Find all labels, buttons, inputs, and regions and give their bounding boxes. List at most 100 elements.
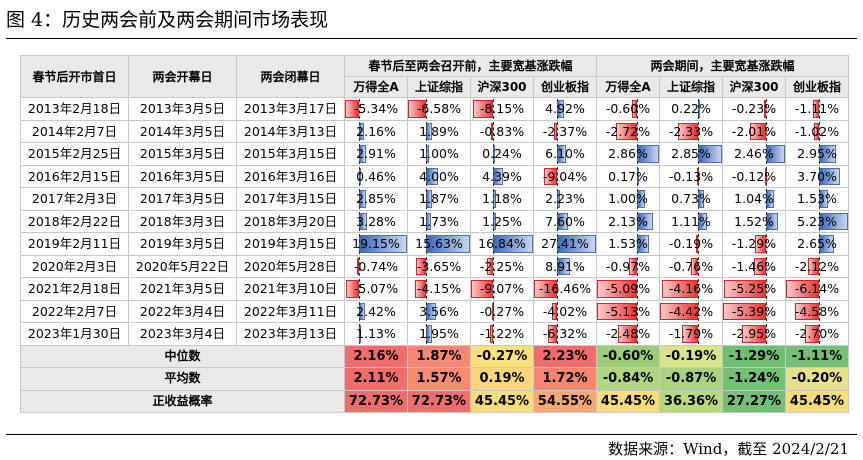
data-bar <box>632 100 637 118</box>
return-value: -1.46% <box>731 258 777 274</box>
bar-axis <box>492 144 494 164</box>
table-row: 2018年2月22日 2018年3月3日 2018年3月20日 3.28% 1.73% 1… <box>20 209 849 233</box>
return-cell: 2.23% <box>533 187 597 211</box>
summary-value: -0.20% <box>785 367 849 391</box>
return-value: 0.73% <box>671 191 711 206</box>
summary-value: 2.23% <box>533 344 597 368</box>
data-bar <box>723 302 766 320</box>
return-value: 1.53% <box>608 236 648 251</box>
bar-axis <box>358 301 360 321</box>
return-value: 1.04% <box>734 191 774 206</box>
bar-axis <box>636 324 638 344</box>
return-value: -3.65% <box>416 258 462 274</box>
return-cell: -0.27% <box>470 299 534 323</box>
bar-axis <box>426 144 428 164</box>
return-cell: -0.76% <box>659 254 723 278</box>
return-value: -4.16% <box>668 281 714 296</box>
date-cell: 2013年3月17日 <box>236 97 345 121</box>
data-bar <box>414 280 427 298</box>
bar-axis <box>765 144 767 164</box>
return-cell: -1.29% <box>722 232 786 256</box>
return-value: -2.01% <box>731 123 777 139</box>
return-cell: -2.48% <box>596 322 660 346</box>
data-bar <box>345 100 359 118</box>
date-cell: 2019年3月5日 <box>128 232 237 256</box>
bar-axis <box>819 144 821 164</box>
header-index-2: 沪深300 <box>470 76 534 98</box>
date-cell: 2019年3月15日 <box>236 232 345 256</box>
bar-axis <box>765 189 767 209</box>
return-cell: -6.32% <box>533 322 597 346</box>
bar-axis <box>636 234 638 254</box>
bar-axis <box>557 121 559 141</box>
bar-axis <box>697 256 699 276</box>
return-value: -0.83% <box>479 123 525 139</box>
return-value: -2.12% <box>794 258 840 274</box>
summary-value: -0.84% <box>596 367 660 391</box>
return-value: -5.34% <box>353 101 399 116</box>
return-cell: -5.34% <box>344 97 408 121</box>
bar-axis <box>358 166 360 186</box>
return-cell: -2.70% <box>785 322 849 346</box>
data-bar <box>490 122 493 140</box>
return-value: 1.89% <box>419 123 459 139</box>
return-cell: -0.60% <box>596 97 660 121</box>
return-cell: -0.83% <box>470 119 534 143</box>
summary-value: 2.16% <box>344 344 408 368</box>
return-cell: -0.23% <box>722 97 786 121</box>
date-cell: 2017年3月15日 <box>236 187 345 211</box>
return-value: -5.09% <box>605 281 651 296</box>
summary-value: -1.11% <box>785 344 849 368</box>
return-cell: -0.97% <box>596 254 660 278</box>
table-row: 2013年2月18日 2013年3月5日 2013年3月17日 -5.34% -6.58… <box>20 97 849 121</box>
return-value: -5.39% <box>731 303 777 319</box>
market-performance-table: 春节后开市首日 两会开幕日 两会闭幕日 春节后至两会召开前，主要宽基涨跌幅 两会… <box>20 55 849 413</box>
return-value: -2.95% <box>731 326 777 341</box>
return-cell: 1.18% <box>470 187 534 211</box>
return-value: 3.70% <box>797 168 837 184</box>
return-value: -6.32% <box>542 326 588 341</box>
return-value: -2.33% <box>668 123 714 139</box>
bar-axis <box>426 99 428 119</box>
return-value: 0.22% <box>671 101 711 116</box>
data-bar <box>615 122 637 140</box>
bar-axis <box>697 166 699 186</box>
return-cell: -4.16% <box>659 277 723 301</box>
return-value: 1.00% <box>608 191 648 206</box>
return-value: 1.53% <box>797 191 837 206</box>
bar-axis <box>697 99 699 119</box>
bar-axis <box>557 211 559 231</box>
return-cell: -2.01% <box>722 119 786 143</box>
bar-axis <box>819 189 821 209</box>
return-value: 1.18% <box>482 191 522 206</box>
data-bar <box>629 257 637 275</box>
bar-axis <box>765 234 767 254</box>
return-cell: -4.15% <box>407 277 471 301</box>
summary-label: 正收益概率 <box>20 389 345 413</box>
data-bar <box>813 100 820 118</box>
return-cell: 19.15% <box>344 232 408 256</box>
header-group-during: 两会期间，主要宽基涨跌幅 <box>596 55 849 77</box>
bar-axis <box>697 189 699 209</box>
bar-axis <box>557 301 559 321</box>
bottom-rule <box>6 434 857 435</box>
bar-axis <box>426 301 428 321</box>
return-cell: 27.41% <box>533 232 597 256</box>
data-bar <box>813 122 820 140</box>
bar-axis <box>819 324 821 344</box>
return-value: 1.25% <box>482 213 522 229</box>
bar-axis <box>819 121 821 141</box>
return-value: 2.23% <box>545 191 585 206</box>
return-value: -1.79% <box>668 326 714 341</box>
return-value: 2.91% <box>356 146 396 161</box>
return-cell: 2.95% <box>785 142 849 166</box>
return-cell: -0.12% <box>722 164 786 188</box>
date-cell: 2014年2月7日 <box>20 119 129 143</box>
bar-axis <box>636 256 638 276</box>
return-value: -9.04% <box>542 168 588 184</box>
return-value: -6.14% <box>794 281 840 296</box>
return-value: 2.95% <box>797 146 837 161</box>
summary-value: 72.73% <box>407 389 471 413</box>
bar-axis <box>492 189 494 209</box>
return-cell: -6.58% <box>407 97 471 121</box>
